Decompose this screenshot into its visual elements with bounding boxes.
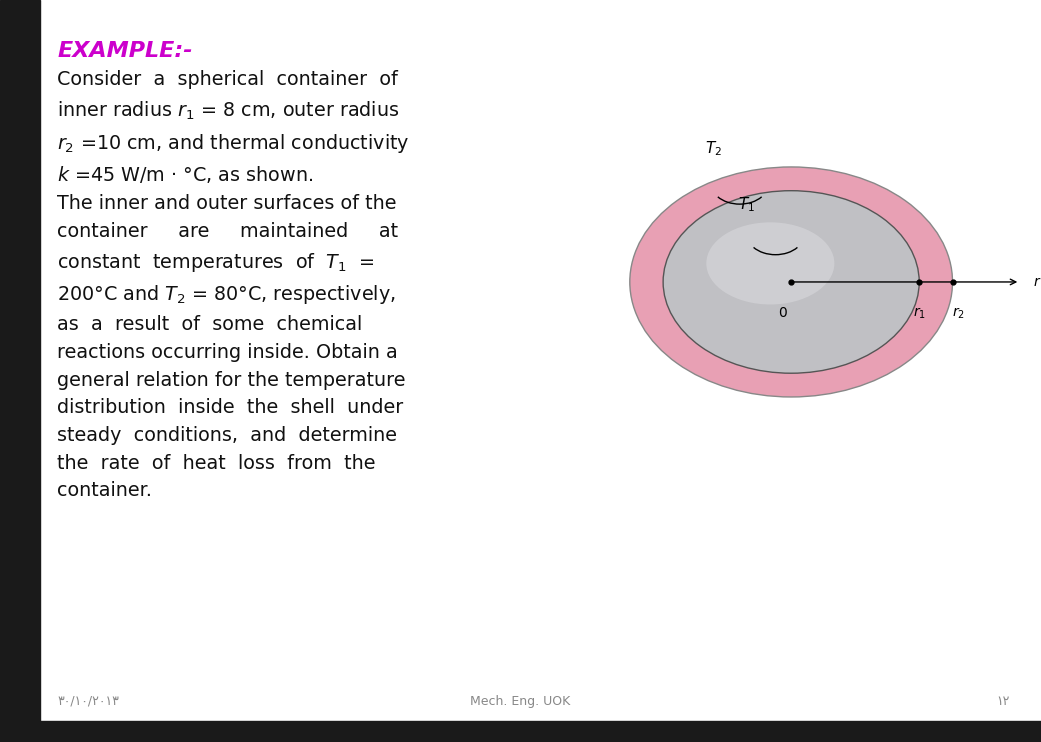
- Text: $T_1$: $T_1$: [738, 195, 755, 214]
- Bar: [0, 721, 1041, 742]
- Text: $r$: $r$: [1033, 275, 1041, 289]
- Text: 0: 0: [779, 306, 787, 320]
- Text: ۳۰/۱۰/۲۰۱۳: ۳۰/۱۰/۲۰۱۳: [57, 695, 119, 708]
- Text: ۱۲: ۱۲: [996, 695, 1010, 708]
- Ellipse shape: [630, 167, 953, 397]
- Bar: [0, 0, 40, 742]
- Ellipse shape: [663, 191, 919, 373]
- Text: $r_2$: $r_2$: [953, 306, 965, 321]
- Text: Consider  a  spherical  container  of
inner radius $r_1$ = 8 cm, outer radius
$r: Consider a spherical container of inner …: [57, 70, 410, 500]
- Text: Mech. Eng. UOK: Mech. Eng. UOK: [471, 695, 570, 708]
- Ellipse shape: [707, 223, 835, 304]
- Text: $r_1$: $r_1$: [913, 306, 925, 321]
- Text: EXAMPLE:-: EXAMPLE:-: [57, 41, 193, 61]
- Text: $T_2$: $T_2$: [705, 139, 722, 158]
